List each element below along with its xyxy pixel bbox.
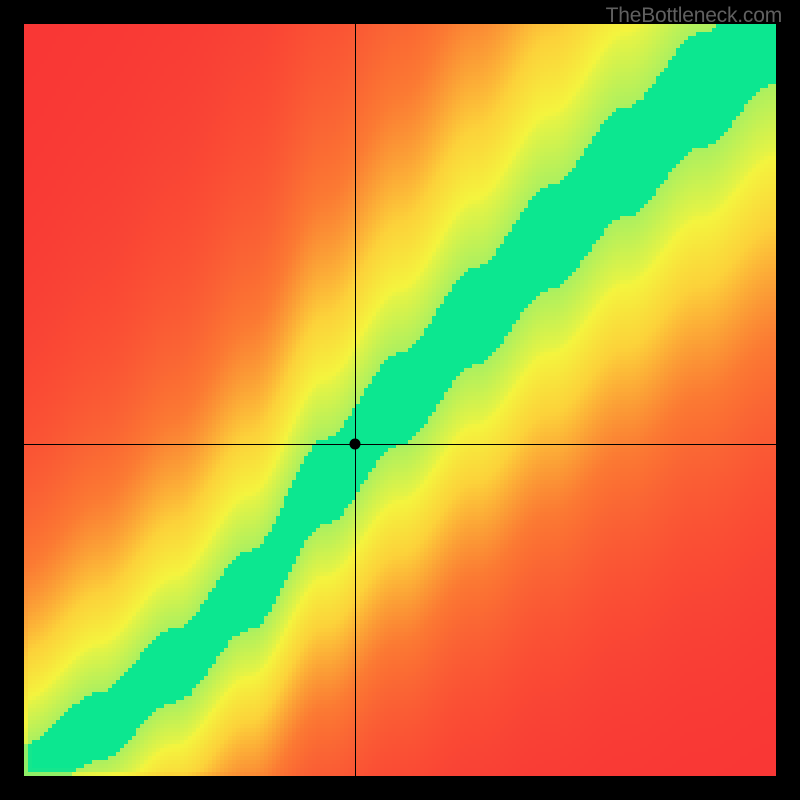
bottleneck-heatmap [24,24,776,776]
chart-container: { "watermark": { "text": "TheBottleneck.… [0,0,800,800]
watermark-text: TheBottleneck.com [606,4,782,28]
